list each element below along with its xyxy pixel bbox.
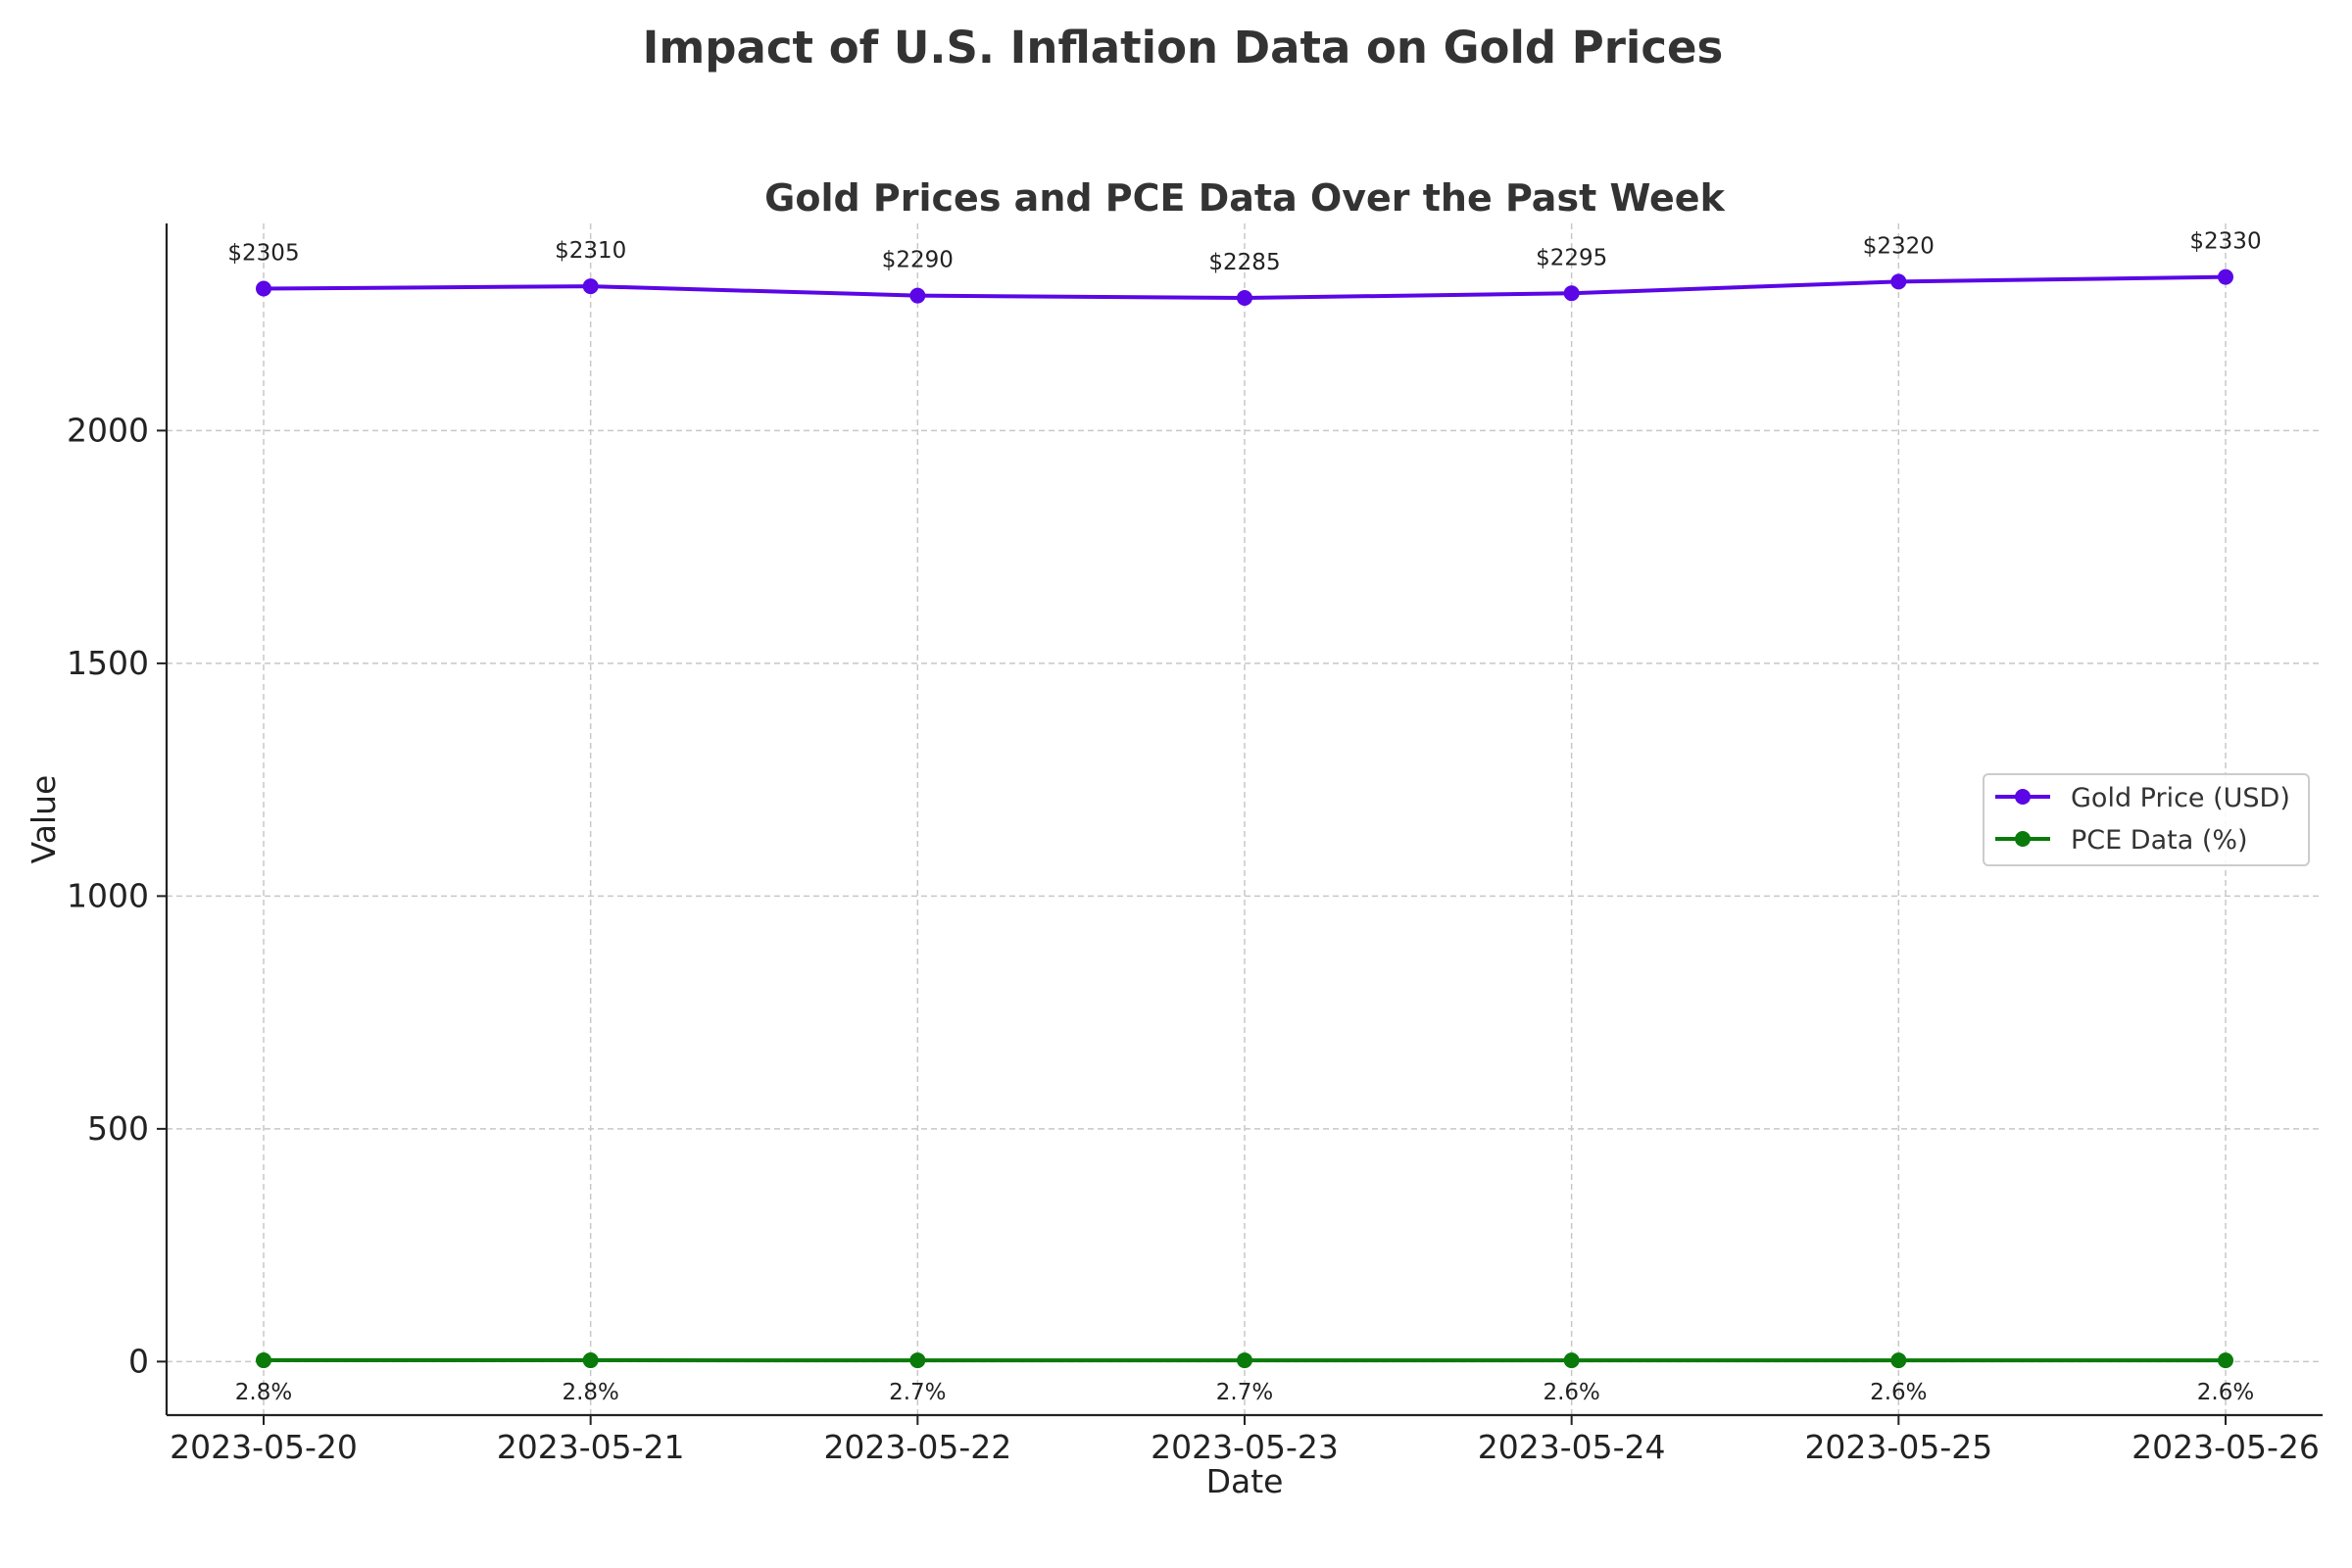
figure-title: Impact of U.S. Inflation Data on Gold Pr… (643, 22, 1724, 74)
y-tick-label: 0 (128, 1342, 149, 1380)
legend-frame (1983, 773, 2310, 866)
x-tick-label: 2023-05-25 (1804, 1428, 1992, 1466)
data-label-1: 2.6% (2197, 1380, 2254, 1405)
data-point-1 (909, 1352, 926, 1369)
y-axis-label: Value (24, 775, 63, 864)
data-label-0: $2305 (227, 241, 299, 267)
x-tick-label: 2023-05-20 (170, 1428, 358, 1466)
data-point-0 (256, 280, 271, 297)
x-tick-label: 2023-05-22 (823, 1428, 1011, 1466)
data-point-0 (1563, 285, 1580, 302)
data-point-1 (582, 1352, 599, 1369)
data-label-0: $2320 (1863, 233, 1935, 259)
data-label-0: $2310 (555, 238, 626, 264)
data-point-1 (2218, 1352, 2233, 1369)
legend-marker-0 (2015, 789, 2031, 805)
data-point-0 (1237, 290, 1252, 306)
grid (167, 223, 2323, 1415)
data-point-0 (1890, 273, 1907, 290)
chart-title: Gold Prices and PCE Data Over the Past W… (764, 176, 1725, 220)
data-point-1 (256, 1352, 271, 1369)
y-tick-label: 1000 (67, 876, 149, 914)
data-label-1: 2.7% (889, 1380, 946, 1405)
data-label-0: $2330 (2189, 229, 2261, 255)
data-labels: $2305 $2310 $2290 $2285 $2295 $2320 $2330 2.8% 2… (227, 229, 2261, 1406)
data-label-1: 2.8% (235, 1380, 292, 1405)
data-point-1 (1237, 1352, 1252, 1369)
data-label-1: 2.6% (1870, 1380, 1927, 1405)
x-tick-label: 2023-05-24 (1478, 1428, 1666, 1466)
data-point-0 (2218, 269, 2233, 285)
x-tick-label: 2023-05-26 (2132, 1428, 2320, 1466)
y-tick-label: 2000 (67, 411, 149, 449)
y-tick-label: 1500 (67, 644, 149, 682)
data-point-1 (1890, 1352, 1907, 1369)
data-label-1: 2.8% (562, 1380, 618, 1405)
x-axis-label: Date (1206, 1462, 1284, 1500)
x-tick-label: 2023-05-23 (1151, 1428, 1339, 1466)
legend-label-0: Gold Price (USD) (2071, 783, 2290, 813)
series (256, 269, 2233, 1369)
data-point-0 (909, 287, 926, 304)
axis-ticks: 0 500 1000 1500 2000 2023-05-20 2023-05-21 2023… (67, 411, 2320, 1466)
data-label-1: 2.6% (1543, 1380, 1599, 1405)
data-label-0: $2295 (1536, 245, 1607, 270)
legend-label-1: PCE Data (%) (2071, 825, 2248, 856)
data-point-0 (582, 278, 599, 295)
y-tick-label: 500 (87, 1109, 149, 1148)
data-label-1: 2.7% (1216, 1380, 1273, 1405)
data-point-1 (1563, 1352, 1580, 1369)
data-label-0: $2285 (1208, 250, 1280, 275)
x-tick-label: 2023-05-21 (497, 1428, 685, 1466)
legend-marker-1 (2015, 831, 2031, 847)
legend: Gold Price (USD) PCE Data (%) (1983, 773, 2310, 866)
data-label-0: $2290 (882, 248, 954, 273)
